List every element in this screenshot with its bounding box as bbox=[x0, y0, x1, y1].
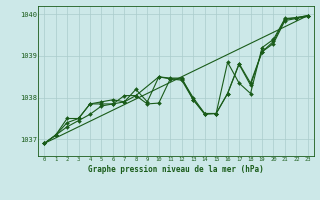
X-axis label: Graphe pression niveau de la mer (hPa): Graphe pression niveau de la mer (hPa) bbox=[88, 165, 264, 174]
